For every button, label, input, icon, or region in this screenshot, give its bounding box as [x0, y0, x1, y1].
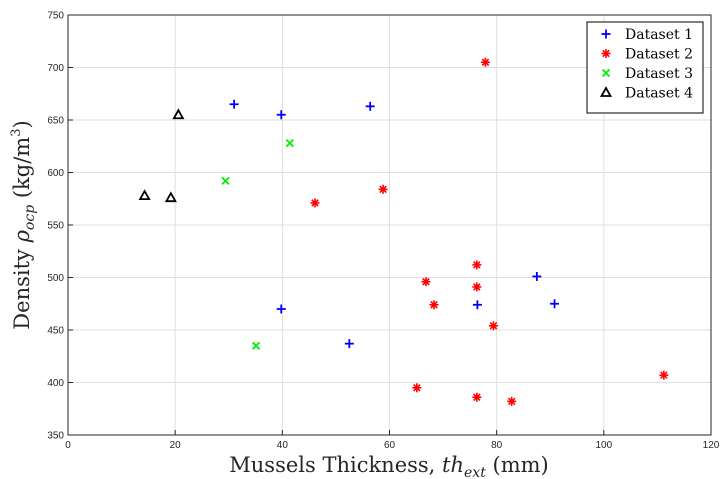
data-point-dataset-2 [421, 277, 431, 287]
x-tick-label: 60 [384, 440, 396, 451]
x-axis-title-unit: (mm) [486, 453, 549, 477]
data-point-dataset-1 [550, 299, 560, 309]
y-axis-title-close: ) [10, 120, 34, 128]
y-tick-label: 450 [47, 326, 64, 337]
data-point-dataset-4 [172, 108, 185, 120]
y-axis-title-exponent: 3 [9, 129, 24, 137]
data-point-dataset-3 [251, 341, 261, 350]
x-tick-label: 100 [595, 440, 612, 451]
y-tick-label: 700 [47, 63, 64, 74]
legend-marker-2 [601, 49, 611, 58]
x-tick-label: 40 [277, 440, 289, 451]
data-point-dataset-2 [507, 396, 517, 406]
y-axis-title-symbol: ρ [10, 229, 34, 243]
legend-label-4: Dataset 4 [625, 86, 693, 102]
data-point-dataset-3 [285, 138, 294, 148]
legend-items: Dataset 1 Dataset 2 Dataset 3 Dataset 4 [599, 27, 693, 102]
data-point-dataset-2 [472, 392, 482, 402]
data-point-dataset-2 [488, 321, 498, 331]
y-axis-title-unit: (kg/m [10, 137, 34, 205]
data-points [138, 57, 669, 406]
x-axis-title-subscript: ext [464, 465, 486, 479]
data-point-dataset-2 [429, 300, 439, 310]
data-point-dataset-1 [472, 300, 482, 310]
data-point-dataset-1 [229, 99, 239, 109]
legend-label-1: Dataset 1 [625, 27, 693, 43]
y-tick-label: 750 [47, 11, 64, 22]
x-tick-label: 0 [65, 440, 71, 451]
y-tick-label: 400 [47, 378, 64, 389]
x-axis-title-text: Mussels Thickness, [229, 453, 442, 477]
legend-marker-3 [601, 68, 611, 78]
data-point-dataset-1 [532, 271, 542, 281]
legend-marker-1 [601, 29, 611, 39]
y-axis-title-text: Density [10, 242, 34, 329]
data-point-dataset-2 [412, 383, 422, 393]
y-tick-label: 600 [47, 168, 64, 179]
data-point-dataset-1 [276, 304, 286, 314]
y-tick-label: 350 [47, 431, 64, 442]
y-axis-title-subscript: ocp [22, 205, 38, 230]
x-axis-title: Mussels Thickness, thext (mm) [229, 453, 548, 479]
x-tick-label: 80 [491, 440, 503, 451]
data-point-dataset-2 [472, 260, 482, 270]
x-tick-label: 20 [170, 440, 182, 451]
y-tick-label: 650 [47, 116, 64, 127]
legend: Dataset 1 Dataset 2 Dataset 3 Dataset 4 [586, 21, 704, 114]
data-point-dataset-3 [221, 176, 230, 186]
y-tick-label: 500 [47, 273, 64, 284]
data-point-dataset-2 [480, 57, 490, 67]
data-point-dataset-2 [472, 282, 482, 292]
legend-label-2: Dataset 2 [625, 47, 693, 63]
data-point-dataset-4 [164, 191, 177, 203]
data-point-dataset-2 [659, 370, 669, 380]
legend-label-3: Dataset 3 [625, 66, 693, 82]
axis-ticks: 0 20 40 60 80 100 120 350 400 450 500 550 600 650 700 7… [47, 11, 719, 452]
data-point-dataset-4 [138, 189, 151, 201]
x-tick-label: 120 [703, 440, 720, 451]
y-tick-label: 550 [47, 221, 64, 232]
data-point-dataset-1 [344, 339, 354, 349]
data-point-dataset-1 [365, 101, 375, 111]
data-point-dataset-2 [378, 184, 388, 194]
y-axis-title: Density ρocp (kg/m3) [9, 120, 38, 329]
data-point-dataset-1 [276, 110, 286, 120]
data-point-dataset-2 [310, 198, 320, 208]
x-axis-title-symbol: th [442, 453, 464, 477]
legend-marker-4 [599, 86, 613, 97]
